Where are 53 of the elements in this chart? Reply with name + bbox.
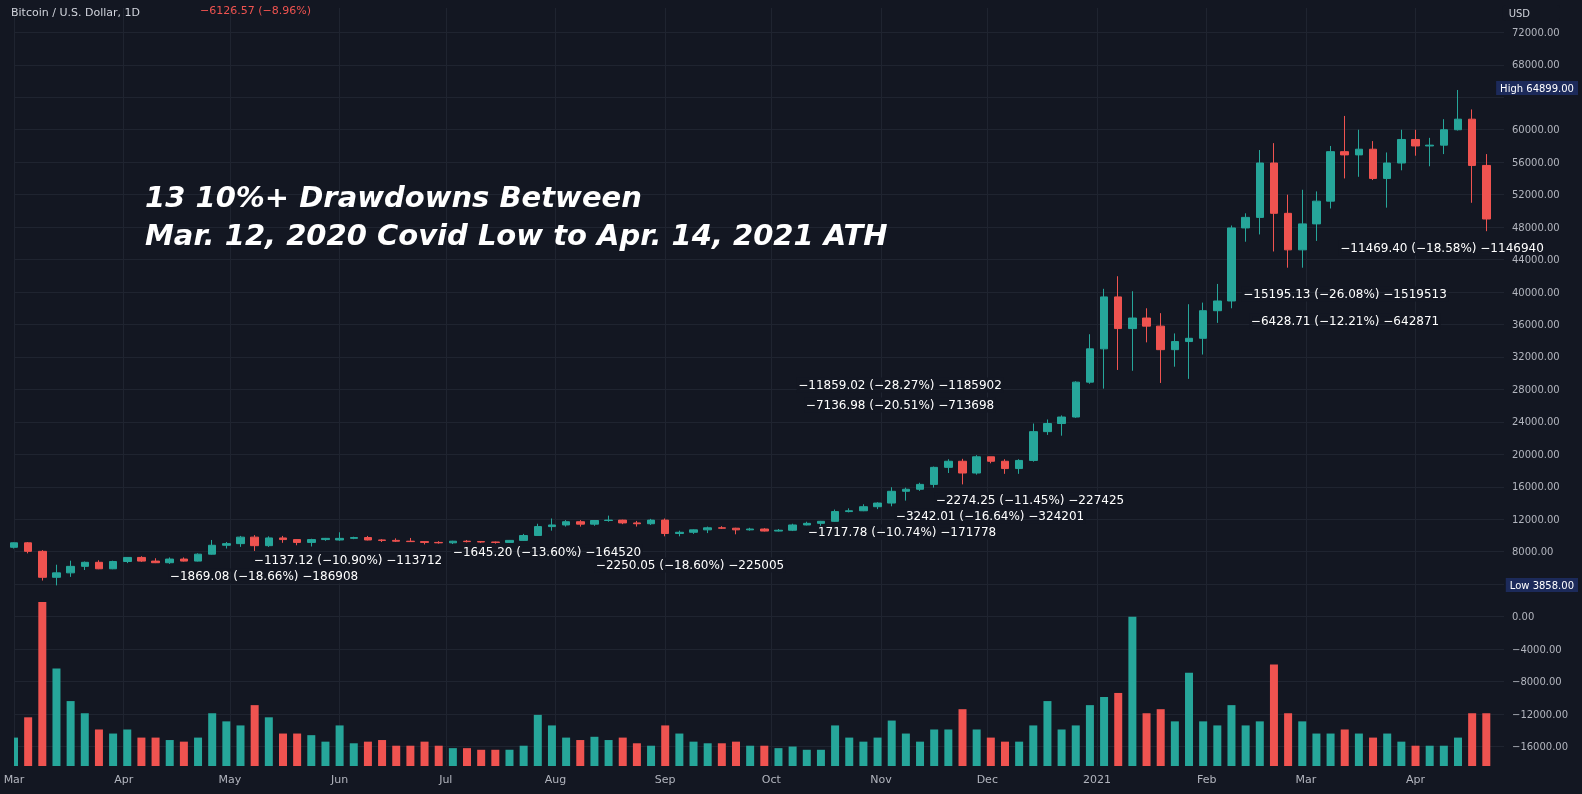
text: 13 10%+ Drawdowns Between Mar. 12, 2020 Covid Low to Apr. 14, 2021 ATH: [145, 180, 888, 252]
y-tick-label: 52000.00: [1512, 189, 1560, 201]
y-tick-label: 40000.00: [1512, 286, 1560, 298]
y-tick-label: −4000.00: [1512, 643, 1562, 655]
annotation: −11469.40 (−18.58%) −1146940: [1340, 241, 1544, 255]
annotation: −11859.02 (−28.27%) −1185902: [798, 378, 1002, 392]
y-tick-label: −12000.00: [1512, 708, 1569, 720]
annotation: −2274.25 (−11.45%) −227425: [935, 493, 1125, 507]
x-tick-label: May: [218, 773, 242, 786]
x-tick-label: Aug: [544, 773, 567, 786]
y-tick-label: 68000.00: [1512, 59, 1560, 71]
y-tick-label: 44000.00: [1512, 254, 1560, 266]
x-tick-label: Apr: [1406, 773, 1426, 786]
annotation: −6126.57 (−8.96%): [200, 3, 311, 17]
annotation: −1869.08 (−18.66%) −186908: [169, 569, 359, 583]
x-tick-label: Mar: [3, 773, 25, 786]
x-tick-label: 2021: [1082, 773, 1111, 786]
y-tick-label: 0.00: [1512, 611, 1535, 623]
y-tick-label: 36000.00: [1512, 319, 1560, 331]
y-tick-label: −8000.00: [1512, 676, 1562, 688]
annotation: −1137.12 (−10.90%) −113712: [253, 553, 443, 567]
x-tick-label: Sep: [654, 773, 676, 786]
x-tick-label: Oct: [761, 773, 782, 786]
y-tick-label: 12000.00: [1512, 513, 1560, 525]
y-tick-label: 56000.00: [1512, 156, 1560, 168]
annotation: −3242.01 (−16.64%) −324201: [895, 509, 1085, 523]
y-tick-label: 8000.00: [1512, 546, 1554, 558]
annotation: −1645.20 (−13.60%) −164520: [452, 545, 642, 559]
text: USD: [1508, 7, 1531, 19]
y-tick-label: −16000.00: [1512, 741, 1569, 753]
chart-title: Bitcoin / U.S. Dollar, 1D: [11, 6, 140, 19]
x-tick-label: Dec: [976, 773, 998, 786]
y-tick-label: 48000.00: [1512, 221, 1560, 233]
y-tick-label: 20000.00: [1512, 448, 1560, 460]
annotation: −2250.05 (−18.60%) −225005: [595, 558, 785, 572]
y-tick-label: 32000.00: [1512, 351, 1560, 363]
x-tick-label: Feb: [1196, 773, 1217, 786]
y-tick-label: 24000.00: [1512, 416, 1560, 428]
annotation: −6428.71 (−12.21%) −642871: [1250, 314, 1440, 328]
annotation: High 64899.00: [1500, 82, 1574, 94]
x-tick-label: Nov: [870, 773, 893, 786]
annotation: −1717.78 (−10.74%) −171778: [807, 525, 997, 539]
y-tick-label: 60000.00: [1512, 124, 1560, 136]
text: Low 3858.00: [1509, 579, 1574, 591]
y-tick-label: 28000.00: [1512, 383, 1560, 395]
y-tick-label: 72000.00: [1512, 26, 1560, 38]
annotation: −15195.13 (−26.08%) −1519513: [1243, 287, 1447, 301]
x-tick-label: Jul: [438, 773, 453, 786]
x-tick-label: Jun: [330, 773, 349, 786]
x-tick-label: Mar: [1295, 773, 1317, 786]
annotation: −7136.98 (−20.51%) −713698: [805, 398, 995, 412]
x-tick-label: Apr: [114, 773, 134, 786]
y-tick-label: 16000.00: [1512, 481, 1560, 493]
